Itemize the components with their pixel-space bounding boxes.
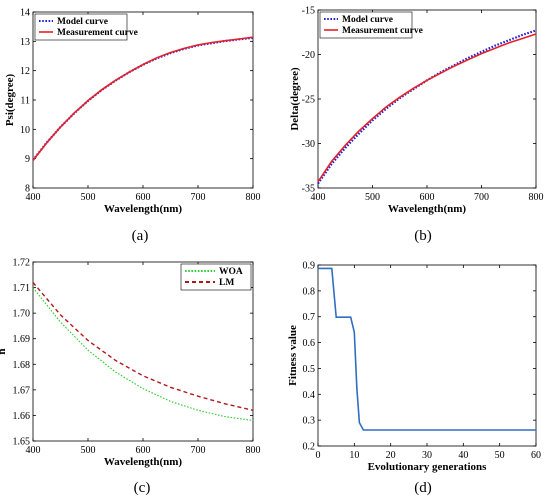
series-line-lm [32, 282, 254, 411]
y-tick-label: 0.7 [303, 312, 316, 323]
x-tick-label: 30 [422, 450, 432, 461]
x-tick-label: 600 [136, 192, 151, 203]
x-axis-label: Evolutionary generations [368, 461, 488, 473]
series-line-model-curve [32, 36, 254, 161]
caption-c: (c) [134, 480, 151, 496]
x-tick-label: 700 [191, 445, 206, 456]
y-tick-label: 1.65 [13, 437, 31, 448]
caption-a: (a) [132, 228, 149, 244]
x-tick-label: 500 [81, 445, 96, 456]
legend-box [180, 263, 252, 291]
series-line-fitness [318, 267, 536, 431]
x-tick-label: 0 [316, 450, 321, 461]
legend-label: Model curve [342, 15, 393, 25]
x-tick-label: 500 [81, 192, 96, 203]
y-axis-label: n [0, 348, 8, 354]
y-tick-label: 1.71 [13, 283, 31, 294]
y-tick-label: 0.9 [303, 261, 316, 272]
y-tick-label: 0.4 [303, 390, 316, 401]
y-tick-label: 1.69 [13, 334, 31, 345]
y-tick-label: 1.66 [13, 411, 31, 422]
y-tick-label: -15 [302, 6, 315, 17]
y-tick-label: 9 [25, 154, 30, 165]
chart-a: 400 500 600 700 800 8 9 10 11 12 13 14 Wavelength(nm… [4, 8, 261, 216]
y-tick-label: 10 [20, 125, 30, 136]
y-tick-label: 0.6 [303, 338, 316, 349]
x-tick-label: 700 [474, 192, 489, 203]
plot-frame [317, 264, 537, 447]
x-tick-label: 800 [246, 192, 261, 203]
x-tick-label: 600 [136, 445, 151, 456]
y-tick-label: -35 [302, 184, 315, 195]
y-tick-label: -30 [302, 139, 315, 150]
y-tick-label: -25 [302, 95, 315, 106]
y-tick-label: 1.72 [13, 258, 31, 269]
x-tick-label: 60 [531, 450, 541, 461]
y-tick-label: 11 [20, 96, 30, 107]
x-tick-label: 40 [458, 450, 468, 461]
x-axis-label: Wavelength(nm) [388, 203, 467, 215]
legend-label: Model curve [57, 17, 108, 27]
y-tick-label: 0.8 [303, 286, 316, 297]
y-tick-label: 8 [25, 184, 30, 195]
y-tick-label: -20 [302, 50, 315, 61]
x-tick-label: 600 [420, 192, 435, 203]
y-axis-label: Delta(degree) [289, 67, 301, 131]
y-tick-label: 13 [20, 37, 30, 48]
y-tick-label: 12 [20, 66, 30, 77]
chart-c: 400 500 600 700 800 1.65 1.66 1.67 1.68 1.69 1.70 1… [0, 258, 261, 469]
x-axis-label: Wavelength(nm) [104, 456, 183, 468]
y-axis-label: Psi(degree) [4, 74, 16, 127]
x-tick-label: 20 [386, 450, 396, 461]
series-line-woa [32, 287, 254, 422]
series-line-model-curve [317, 29, 537, 185]
y-tick-label: 1.68 [13, 360, 31, 371]
x-tick-label: 50 [495, 450, 505, 461]
y-tick-label: 1.67 [13, 385, 31, 396]
x-tick-label: 800 [529, 192, 544, 203]
y-tick-label: 14 [20, 8, 30, 19]
y-tick-label: 0.5 [303, 364, 316, 375]
chart-b: 400 500 600 700 800 -35 -30 -25 -20 -15 Wavelength… [289, 6, 544, 216]
series-line-measurement-curve [32, 36, 254, 161]
series-line-measurement-curve [317, 33, 537, 183]
y-tick-label: 1.70 [13, 309, 31, 320]
x-tick-label: 700 [191, 192, 206, 203]
caption-b: (b) [414, 228, 432, 244]
legend-label: WOA [219, 267, 243, 277]
legend-label: Measurement curve [342, 26, 423, 36]
x-tick-label: 800 [246, 445, 261, 456]
legend-box [319, 11, 413, 39]
x-tick-label: 400 [311, 192, 326, 203]
x-tick-label: 10 [349, 450, 359, 461]
y-tick-label: 0.3 [303, 416, 316, 427]
chart-d: 0 10 20 30 40 50 60 0.2 0.3 0.4 0.5 0.6 0.7 0.8 0.9 Evo… [287, 261, 541, 474]
legend-box [34, 13, 128, 41]
x-axis-label: Wavelength(nm) [104, 203, 183, 215]
legend-label: LM [219, 278, 234, 288]
y-axis-label: Fitness value [287, 325, 299, 386]
y-tick-label: 0.2 [303, 442, 316, 453]
caption-d: (d) [414, 480, 432, 496]
x-tick-label: 400 [26, 192, 41, 203]
legend-label: Measurement curve [57, 28, 138, 38]
x-tick-label: 400 [26, 445, 41, 456]
x-tick-label: 500 [365, 192, 380, 203]
